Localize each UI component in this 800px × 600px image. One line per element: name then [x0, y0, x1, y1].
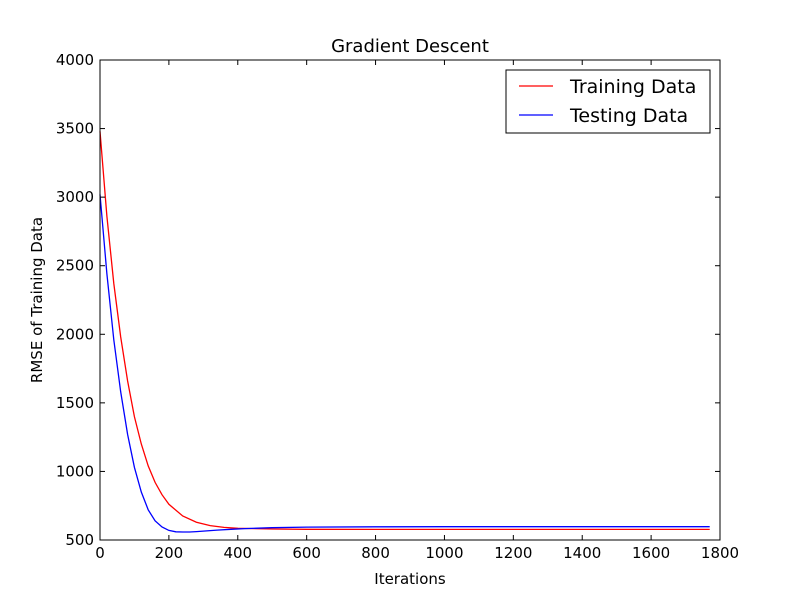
x-tick-label: 600 — [292, 544, 321, 562]
y-tick-label: 1500 — [56, 394, 94, 412]
y-tick-label: 3500 — [56, 120, 94, 138]
y-tick-label: 2500 — [56, 257, 94, 275]
y-axis-label: RMSE of Training Data — [28, 217, 46, 383]
y-tick-label: 1000 — [56, 462, 94, 480]
legend-label-training-data: Training Data — [569, 76, 696, 98]
x-tick-label: 400 — [223, 544, 252, 562]
y-tick-label: 2000 — [56, 325, 94, 343]
series-line-training-data — [99, 131, 710, 531]
y-tick-label: 3000 — [56, 188, 94, 206]
x-tick-label: 1200 — [494, 544, 532, 562]
y-tick-label: 500 — [65, 531, 94, 549]
x-tick-label: 0 — [95, 544, 105, 562]
chart-title: Gradient Descent — [331, 36, 489, 57]
series-line-testing-data — [99, 194, 710, 533]
x-axis-label: Iterations — [374, 570, 446, 588]
x-tick-label: 1600 — [632, 544, 670, 562]
x-ticks: 0 200 400 600 800 1000 1200 1400 1600 1800 — [95, 60, 739, 562]
series-layer — [99, 131, 710, 533]
x-tick-label: 200 — [155, 544, 184, 562]
x-tick-label: 1000 — [425, 544, 463, 562]
legend-label-testing-data: Testing Data — [569, 105, 688, 127]
y-tick-label: 4000 — [56, 51, 94, 69]
legend: Training Data Testing Data — [505, 69, 711, 134]
plot-area: 0 200 400 600 800 1000 1200 1400 1600 1800 500 100… — [56, 51, 739, 562]
y-ticks: 500 1000 1500 2000 2500 3000 3500 4000 — [56, 51, 720, 549]
x-tick-label: 1400 — [563, 544, 601, 562]
legend-box — [505, 69, 711, 134]
plot-frame — [99, 59, 721, 541]
x-tick-label: 1800 — [701, 544, 739, 562]
x-tick-label: 800 — [361, 544, 390, 562]
